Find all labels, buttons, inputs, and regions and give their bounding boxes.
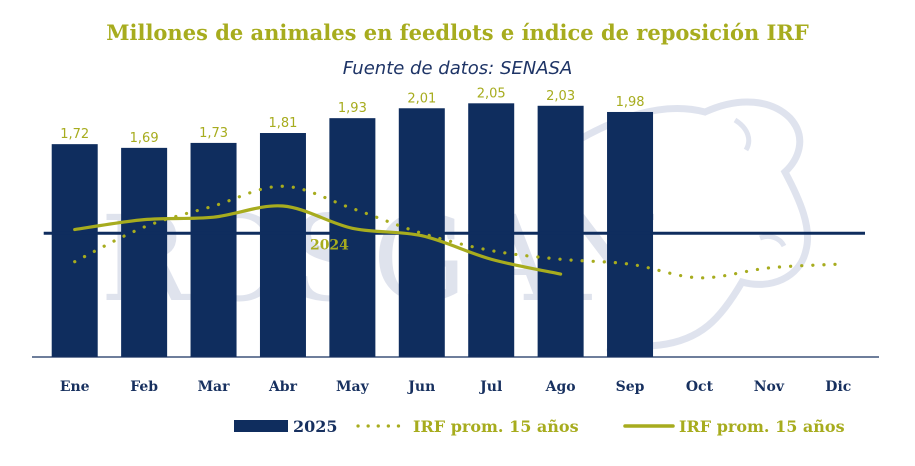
bar-jul — [468, 103, 515, 357]
x-tick-label: Ene — [60, 379, 90, 395]
legend-label-irf-dotted: IRF prom. 15 años — [413, 417, 579, 436]
x-tick-label: Ago — [545, 379, 576, 395]
x-tick-label: Jun — [406, 379, 435, 395]
x-tick-label: Sep — [616, 379, 645, 395]
data-label: 2,05 — [477, 86, 506, 101]
data-label: 1,72 — [60, 127, 89, 142]
bar-abr — [259, 133, 306, 357]
x-tick-label: May — [336, 379, 370, 395]
data-label: 1,73 — [199, 126, 228, 141]
reference-line-label: 2024 — [310, 237, 349, 253]
legend-label-irf-solid: IRF prom. 15 años — [679, 417, 845, 436]
data-label: 1,93 — [338, 101, 367, 116]
series-irf-solid-line — [73, 204, 563, 276]
x-tick-label: Abr — [268, 379, 298, 395]
chart-subtitle: Fuente de datos: SENASA — [342, 58, 573, 79]
bar-feb — [121, 147, 168, 357]
data-label: 2,03 — [546, 89, 575, 104]
data-label: 1,81 — [268, 116, 297, 131]
x-tick-label: Dic — [825, 379, 851, 395]
x-tick-label: Jul — [478, 379, 502, 395]
data-label: 1,98 — [616, 95, 645, 110]
bar-ene — [51, 144, 98, 357]
bar-ago — [537, 105, 584, 357]
data-label: 2,01 — [407, 91, 436, 106]
x-tick-label: Oct — [686, 379, 714, 395]
series-irf-dotted-line — [73, 184, 840, 280]
bar-mar — [190, 142, 237, 357]
x-tick-label: Nov — [754, 379, 785, 395]
x-tick-label: Mar — [198, 379, 231, 395]
bar-may — [329, 118, 376, 357]
data-label: 1,69 — [130, 131, 159, 146]
x-tick-label: Feb — [130, 379, 158, 395]
legend-label-2025: 2025 — [293, 417, 338, 436]
legend-bar-swatch — [234, 420, 288, 432]
chart-title: Millones de animales en feedlots e índic… — [106, 20, 809, 45]
